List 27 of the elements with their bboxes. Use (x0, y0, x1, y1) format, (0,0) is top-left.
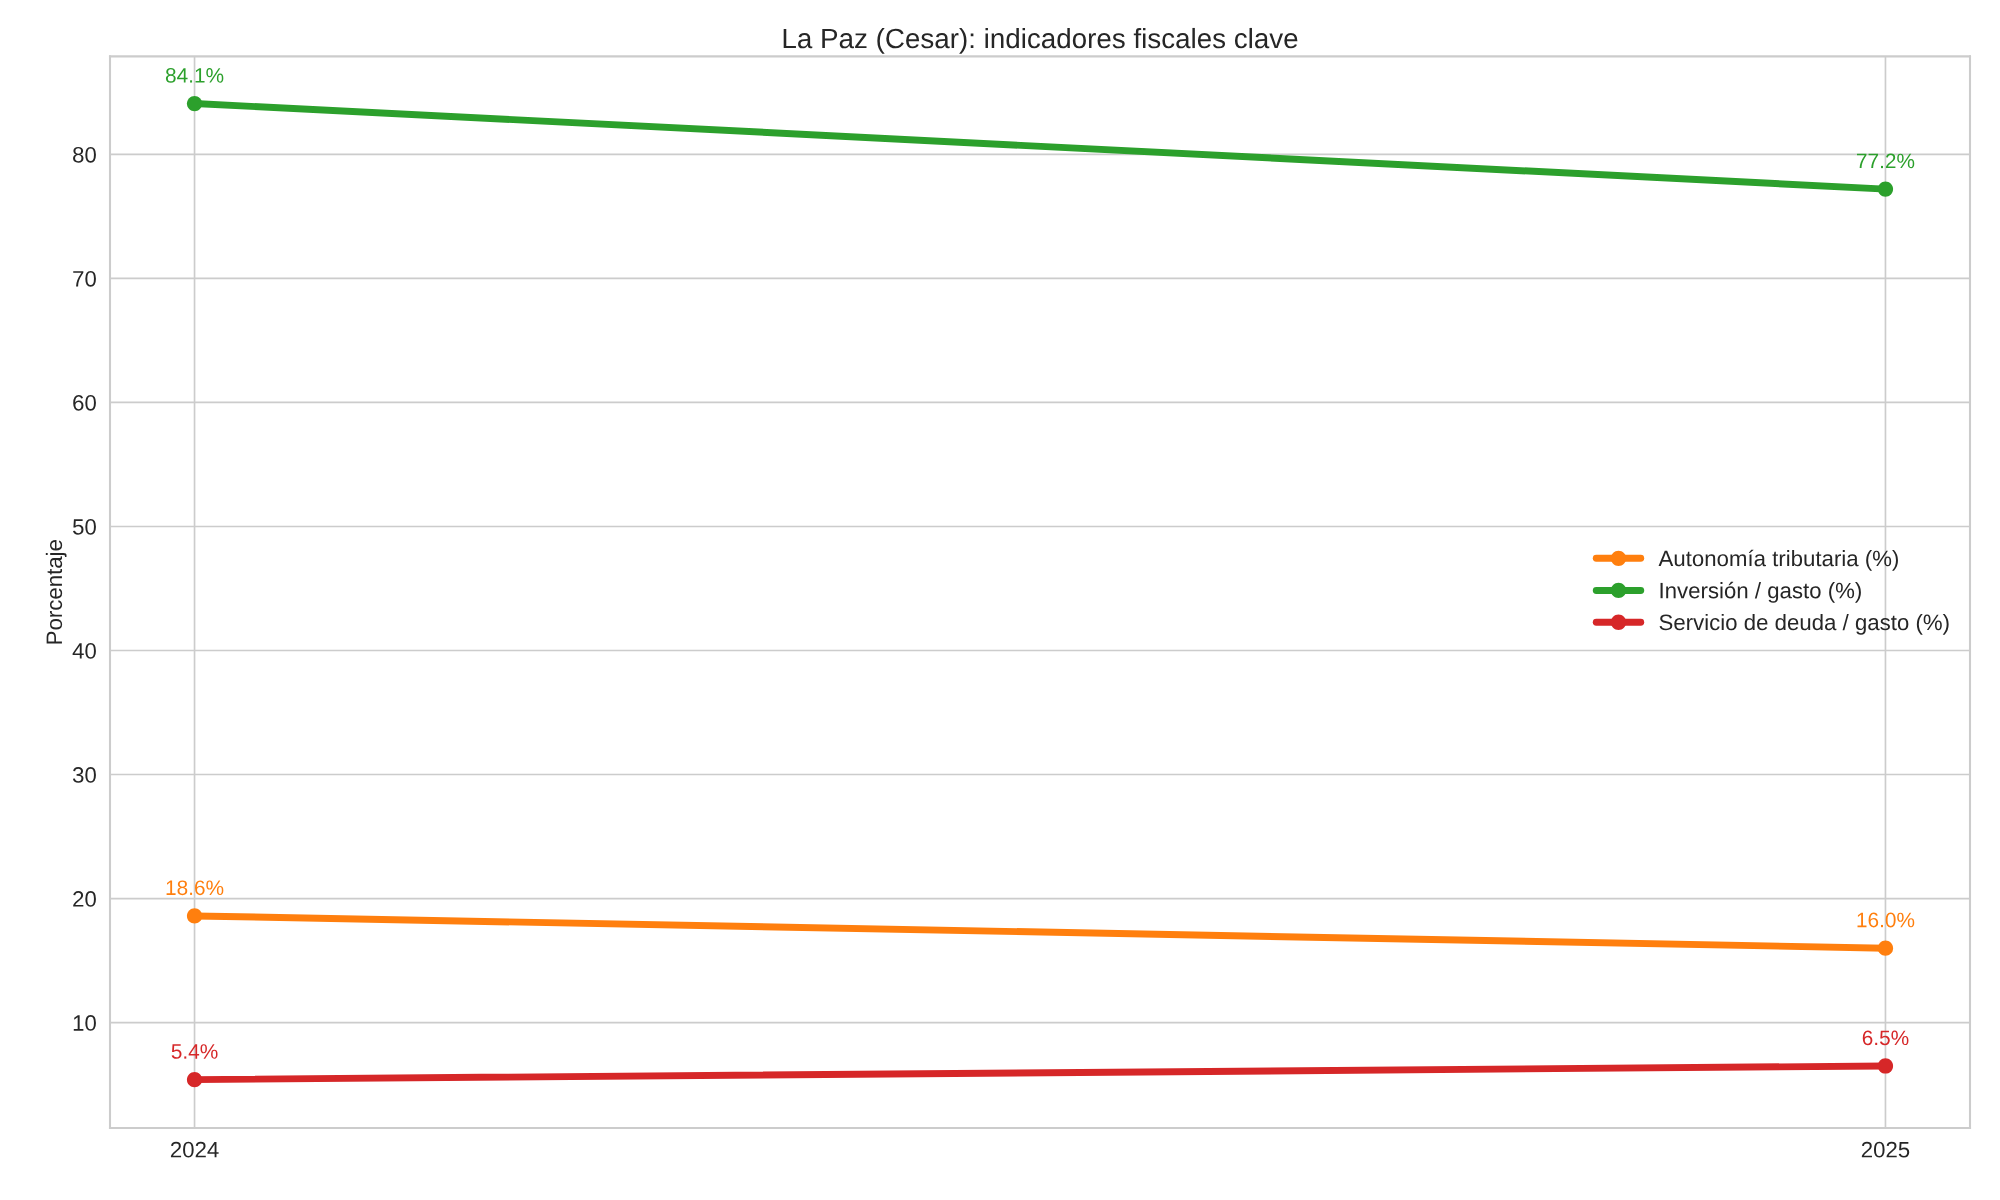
y-tick-label: 30 (72, 767, 96, 783)
point (186, 95, 203, 112)
data-label: 18.6% (166, 880, 224, 896)
y-tick-label: 70 (73, 270, 96, 287)
point (186, 1071, 203, 1088)
y-tick-label: 40 (72, 643, 96, 659)
data-label: 16.0% (1857, 912, 1915, 928)
y-tick-label: 60 (73, 394, 96, 411)
data-label: 84.1% (165, 67, 224, 83)
data-label: 5.4% (171, 1044, 218, 1059)
y-axis-title: Porcentaje (45, 540, 67, 644)
y-tick-label: 20 (73, 891, 96, 907)
legend-label: Autonomía tributaria (%) (1658, 549, 1898, 571)
legend-label: Servicio de deuda / gasto (%) (1659, 613, 1949, 635)
point (186, 908, 203, 924)
y-tick-label: 10 (73, 1015, 96, 1031)
y-tick-label: 80 (73, 146, 96, 163)
legend-label: Inversión / gasto (%) (1660, 581, 1861, 603)
x-tick-label: 2025 (1861, 1141, 1910, 1158)
chart-title: La Paz (Cesar): indicadores fiscales clave (783, 27, 1298, 54)
point (1877, 1058, 1894, 1074)
data-label: 77.2% (1856, 153, 1915, 169)
point (1877, 940, 1894, 956)
point (1877, 181, 1894, 197)
y-tick-label: 50 (72, 519, 96, 535)
data-label: 6.5% (1862, 1030, 1909, 1046)
x-tick-label: 2024 (170, 1141, 219, 1158)
